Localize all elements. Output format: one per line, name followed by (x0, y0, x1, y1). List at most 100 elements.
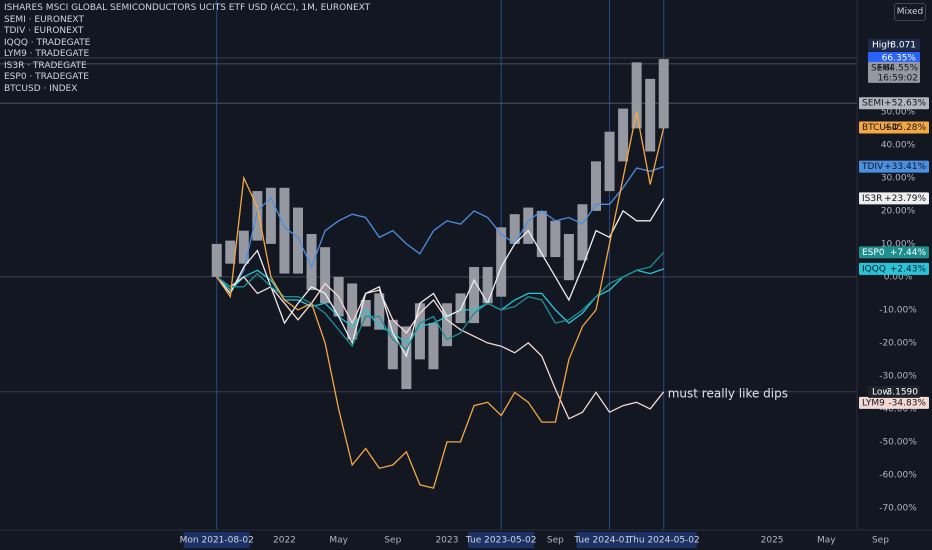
candle-body (577, 204, 588, 261)
price-label-bg (859, 121, 929, 134)
last-bg (868, 61, 920, 83)
candle-body (374, 293, 385, 330)
legend-item: TDIV · EURONEXT (4, 26, 84, 36)
low-bg (868, 385, 920, 398)
price-label-value: +52.63% (884, 99, 926, 109)
annotation: must really like dips (668, 386, 788, 400)
legend: ISHARES MSCI GLOBAL SEMICONDUCTORS UCITS… (4, 3, 370, 95)
x-tick-label: Sep (547, 536, 564, 546)
x-tick-label: Tue 2024-01-02 (573, 536, 645, 546)
scale-mode-button[interactable]: Mixed (894, 3, 926, 21)
candle-body (509, 214, 520, 244)
x-tick-label: May (817, 536, 836, 546)
price-label-value: -34.83% (888, 398, 926, 408)
series-line (216, 165, 664, 295)
legend-item: ESP0 · TRADEGATE (4, 72, 89, 82)
y-tick-label: 10.00% (881, 239, 916, 249)
legend-item: IQQQ · TRADEGATE (4, 37, 91, 48)
y-tick-label: -20.00% (879, 338, 917, 348)
x-tick-label: Thu 2024-05-02 (627, 536, 700, 546)
x-tick-label: 2025 (761, 536, 784, 546)
candle-body (455, 293, 466, 324)
y-tick-label: 0.00% (884, 272, 913, 282)
high-bg (868, 38, 920, 51)
candle-body (238, 230, 249, 264)
price-label-name: IQQQ (862, 264, 886, 274)
low-label: Low (872, 387, 890, 397)
price-label-name: SEMI (862, 99, 884, 109)
x-tick-label: Sep (384, 536, 401, 546)
series-line (216, 276, 665, 420)
candle-body (320, 247, 331, 304)
high-value: 66.35% (882, 53, 917, 63)
candle-body (469, 266, 480, 324)
price-label-name: TDIV (861, 162, 884, 172)
y-tick-label: -50.00% (879, 437, 917, 447)
low-price: 3.1590 (887, 387, 919, 397)
candle-body (293, 207, 303, 274)
x-tick-highlight (630, 532, 697, 548)
series-line (216, 111, 665, 489)
candle-body (360, 299, 371, 327)
candle-body (306, 233, 317, 291)
candle-body (563, 233, 574, 281)
series-line (216, 198, 665, 358)
candle-body (591, 161, 601, 211)
candle-body (496, 227, 507, 297)
price-label-value: +7.44% (890, 248, 927, 258)
x-tick-label: Tue 2023-05-02 (465, 536, 537, 546)
price-label-bg (859, 160, 929, 173)
candle-body (428, 323, 439, 370)
x-tick-label: Mon 2021-08-02 (180, 536, 254, 546)
legend-item: SEMI · EURONEXT (4, 14, 84, 25)
y-tick-label: 40.00% (881, 140, 916, 150)
candle-body (482, 266, 493, 304)
x-tick-label: May (329, 536, 348, 546)
last-name: SEMI (871, 63, 893, 73)
x-tick-highlight (576, 532, 643, 548)
x-tick-label: 2023 (436, 536, 459, 546)
x-tick-label: 2022 (273, 536, 296, 546)
candle-body (658, 59, 669, 129)
price-label-value: +2.43% (890, 264, 927, 274)
candle-body (442, 303, 452, 347)
y-tick-label: -60.00% (879, 470, 917, 480)
candle-body (401, 326, 412, 390)
price-label-value: +45.28% (884, 123, 926, 133)
candle-body (252, 191, 263, 241)
candle-body (523, 207, 534, 244)
price-label-bg (859, 97, 929, 110)
legend-item: IS3R · TRADEGATE (4, 60, 87, 71)
y-tick-label: 50.00% (881, 107, 916, 117)
candle-body (604, 131, 615, 192)
candle-body (265, 187, 276, 244)
y-tick-label: -10.00% (879, 305, 917, 315)
legend-item: BTCUSD · INDEX (4, 83, 78, 94)
candle-body (536, 210, 547, 258)
y-tick-label: -40.00% (879, 404, 917, 414)
series-line (216, 251, 665, 351)
legend-item: LYM9 · TRADEGATE (4, 49, 90, 59)
price-label-value: +23.79% (884, 194, 926, 204)
price-label-bg (859, 262, 929, 275)
price-label-name: LYM9 (862, 398, 885, 408)
high-label: High (872, 40, 893, 50)
y-tick-label: -70.00% (879, 503, 917, 513)
x-tick-highlight (468, 532, 535, 548)
candle-body (645, 78, 656, 152)
y-tick-label: -30.00% (879, 371, 917, 381)
x-tick-label: Sep (872, 536, 889, 546)
candle-body (211, 243, 222, 277)
price-label-name: BTCUSD (862, 123, 899, 133)
chart-title: ISHARES MSCI GLOBAL SEMICONDUCTORS UCITS… (4, 3, 371, 13)
series-line (216, 268, 664, 344)
x-tick-highlight (183, 532, 250, 548)
candle-body (550, 220, 561, 258)
high-value-bg (868, 51, 920, 63)
price-label-bg (859, 246, 929, 259)
last-time: 16:59:02 (878, 73, 918, 83)
price-label-bg (859, 192, 929, 205)
y-tick-label: 20.00% (881, 206, 916, 216)
